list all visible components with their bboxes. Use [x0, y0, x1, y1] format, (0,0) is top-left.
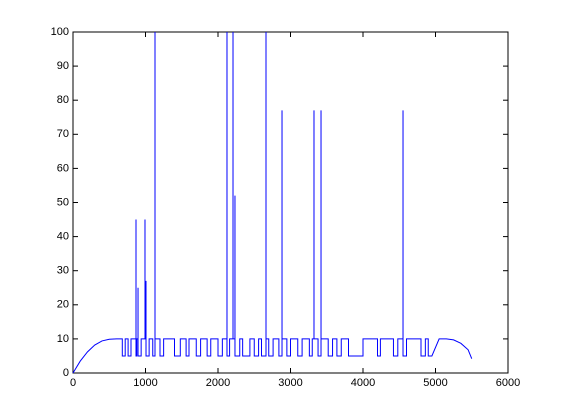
y-tick-label: 30 [57, 265, 69, 277]
data-line [72, 32, 473, 374]
x-tick-label: 6000 [496, 377, 520, 389]
y-tick-label: 60 [57, 162, 69, 174]
x-tick-label: 4000 [351, 377, 375, 389]
y-tick-label: 50 [57, 196, 69, 208]
y-tick-label: 90 [57, 60, 69, 72]
y-tick-label: 20 [57, 299, 69, 311]
y-tick-label: 10 [57, 333, 69, 345]
x-tick-label: 5000 [423, 377, 447, 389]
x-tick-label: 0 [70, 377, 76, 389]
y-tick-label: 100 [51, 26, 69, 38]
y-tick-label: 80 [57, 94, 69, 106]
x-tick-label: 1000 [133, 377, 157, 389]
x-tick-label: 2000 [206, 377, 230, 389]
y-tick-label: 70 [57, 128, 69, 140]
x-tick-label: 3000 [278, 377, 302, 389]
y-tick-label: 0 [63, 367, 69, 379]
y-tick-label: 40 [57, 231, 69, 243]
